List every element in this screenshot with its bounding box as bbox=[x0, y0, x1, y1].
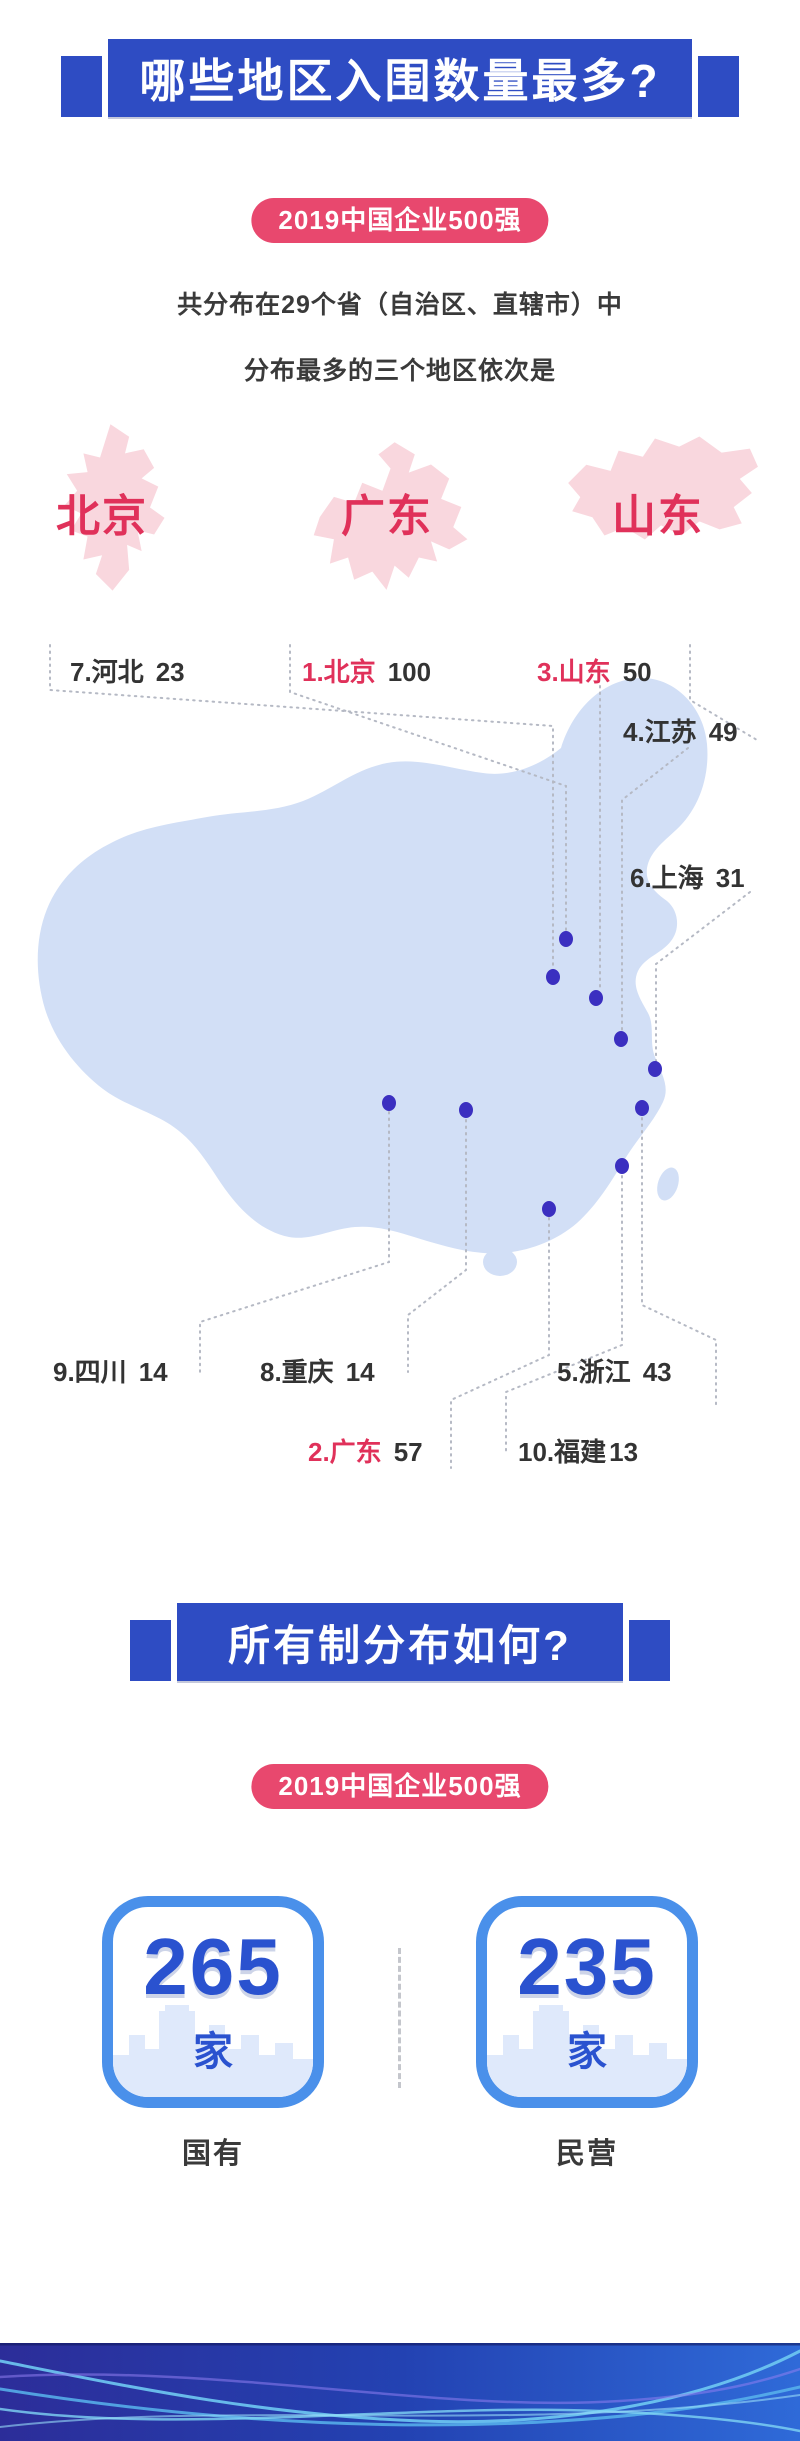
province-name-guangdong: 广东 bbox=[341, 492, 433, 541]
china-map bbox=[37, 644, 758, 1469]
map-label-zhejiang: 5.浙江 43 bbox=[557, 1352, 672, 1389]
dot-beijing bbox=[559, 931, 573, 947]
intro-line-2: 分布最多的三个地区依次是 bbox=[243, 357, 556, 385]
connector-hebei bbox=[49, 644, 554, 971]
beijing-shape-icon bbox=[64, 424, 165, 591]
dot-guangdong bbox=[542, 1201, 556, 1217]
private-count: 235 bbox=[517, 1922, 657, 2011]
taiwan-island-shape bbox=[657, 1167, 679, 1201]
label-rank-name: 10.福建 bbox=[518, 1437, 607, 1467]
label-rank-name: 8.重庆 bbox=[260, 1357, 334, 1387]
label-value: 14 bbox=[138, 1357, 168, 1387]
banner-right-square bbox=[629, 1620, 670, 1681]
regions-section-banner: 哪些地区入围数量最多? bbox=[0, 39, 800, 117]
china-mainland-shape bbox=[37, 678, 708, 1254]
dot-fujian bbox=[615, 1158, 629, 1174]
banner-title-bar: 哪些地区入围数量最多? bbox=[108, 39, 692, 117]
label-value: 23 bbox=[155, 657, 185, 687]
dot-chongqing bbox=[459, 1102, 473, 1118]
footer-wave-band bbox=[0, 2343, 800, 2441]
top500-badge: 2019中国企业500强 bbox=[251, 1764, 549, 1809]
private-unit: 家 bbox=[567, 2030, 607, 2074]
map-label-chongqing: 8.重庆 14 bbox=[260, 1352, 375, 1389]
connector-beijing bbox=[289, 644, 567, 932]
dot-hebei bbox=[546, 969, 560, 985]
wave-line bbox=[0, 2349, 800, 2424]
dot-sichuan bbox=[382, 1095, 396, 1111]
connector-zhejiang bbox=[641, 1117, 717, 1406]
label-value: 13 bbox=[609, 1437, 639, 1467]
dot-shanghai bbox=[648, 1061, 662, 1077]
shandong-shape-icon bbox=[568, 436, 758, 540]
connector-fujian bbox=[505, 1175, 623, 1456]
province-name-shandong: 山东 bbox=[612, 492, 704, 541]
map-label-shanghai: 6.上海 31 bbox=[630, 858, 745, 895]
ownership-section-banner: 所有制分布如何? bbox=[0, 1603, 800, 1681]
card-label-state-owned: 国有 bbox=[181, 2138, 244, 2170]
map-label-beijing: 1.北京 100 bbox=[302, 652, 431, 689]
regions-section-title: 哪些地区入围数量最多? bbox=[139, 55, 661, 107]
ownership-section-title: 所有制分布如何? bbox=[228, 1621, 572, 1669]
card-private: 235 家 bbox=[476, 1896, 698, 2108]
dot-shandong bbox=[589, 990, 603, 1006]
guangdong-shape-icon bbox=[313, 442, 468, 590]
dot-zhejiang bbox=[635, 1100, 649, 1116]
label-rank-name: 6.上海 bbox=[630, 863, 704, 893]
footer-top-line bbox=[0, 2343, 800, 2346]
state-owned-unit: 家 bbox=[193, 2030, 233, 2074]
state-owned-count: 265 bbox=[143, 1922, 283, 2011]
label-rank-name: 7.河北 bbox=[70, 657, 144, 687]
map-label-jiangsu: 4.江苏 49 bbox=[623, 712, 738, 749]
banner-left-square bbox=[130, 1620, 171, 1681]
banner-right-square bbox=[698, 56, 739, 117]
wave-line bbox=[0, 2394, 800, 2428]
label-value: 43 bbox=[642, 1357, 672, 1387]
map-label-shandong: 3.山东 50 bbox=[537, 652, 652, 689]
map-label-hebei: 7.河北 23 bbox=[70, 652, 185, 689]
label-value: 49 bbox=[708, 717, 738, 747]
cards-dashed-divider bbox=[398, 1948, 401, 2088]
connector-guangdong bbox=[450, 1217, 550, 1469]
label-value: 31 bbox=[715, 863, 745, 893]
city-skyline-icon bbox=[487, 2005, 687, 2097]
label-value: 100 bbox=[387, 657, 432, 687]
map-label-fujian: 10.福建 13 bbox=[518, 1432, 638, 1469]
wave-line bbox=[0, 2407, 800, 2433]
label-rank-name: 3.山东 bbox=[537, 657, 611, 687]
dot-jiangsu bbox=[614, 1031, 628, 1047]
banner-left-square bbox=[61, 56, 102, 117]
banner-title-bar: 所有制分布如何? bbox=[177, 1603, 623, 1681]
label-rank-name: 2.广东 bbox=[308, 1437, 382, 1467]
connector-jiangsu bbox=[621, 747, 689, 1032]
card-label-private: 民营 bbox=[555, 2138, 618, 2170]
label-value: 57 bbox=[393, 1437, 423, 1467]
wave-line bbox=[0, 2367, 800, 2405]
province-name-beijing: 北京 bbox=[56, 492, 148, 541]
map-label-sichuan: 9.四川 14 bbox=[53, 1352, 168, 1389]
map-label-guangdong: 2.广东 57 bbox=[308, 1432, 423, 1469]
hainan-island-shape bbox=[483, 1248, 517, 1276]
label-rank-name: 1.北京 bbox=[302, 657, 376, 687]
connector-sichuan bbox=[199, 1111, 390, 1376]
intro-line-1: 共分布在29个省（自治区、直辖市）中 bbox=[177, 291, 623, 319]
label-rank-name: 4.江苏 bbox=[623, 717, 697, 747]
label-rank-name: 9.四川 bbox=[53, 1357, 127, 1387]
connector-shanghai bbox=[655, 891, 751, 1062]
city-skyline-icon bbox=[113, 2005, 313, 2097]
label-value: 50 bbox=[622, 657, 652, 687]
label-value: 14 bbox=[345, 1357, 375, 1387]
wave-line bbox=[0, 2385, 800, 2427]
top500-badge: 2019中国企业500强 bbox=[251, 198, 549, 243]
card-state-owned: 265 家 bbox=[102, 1896, 324, 2108]
label-rank-name: 5.浙江 bbox=[557, 1357, 631, 1387]
